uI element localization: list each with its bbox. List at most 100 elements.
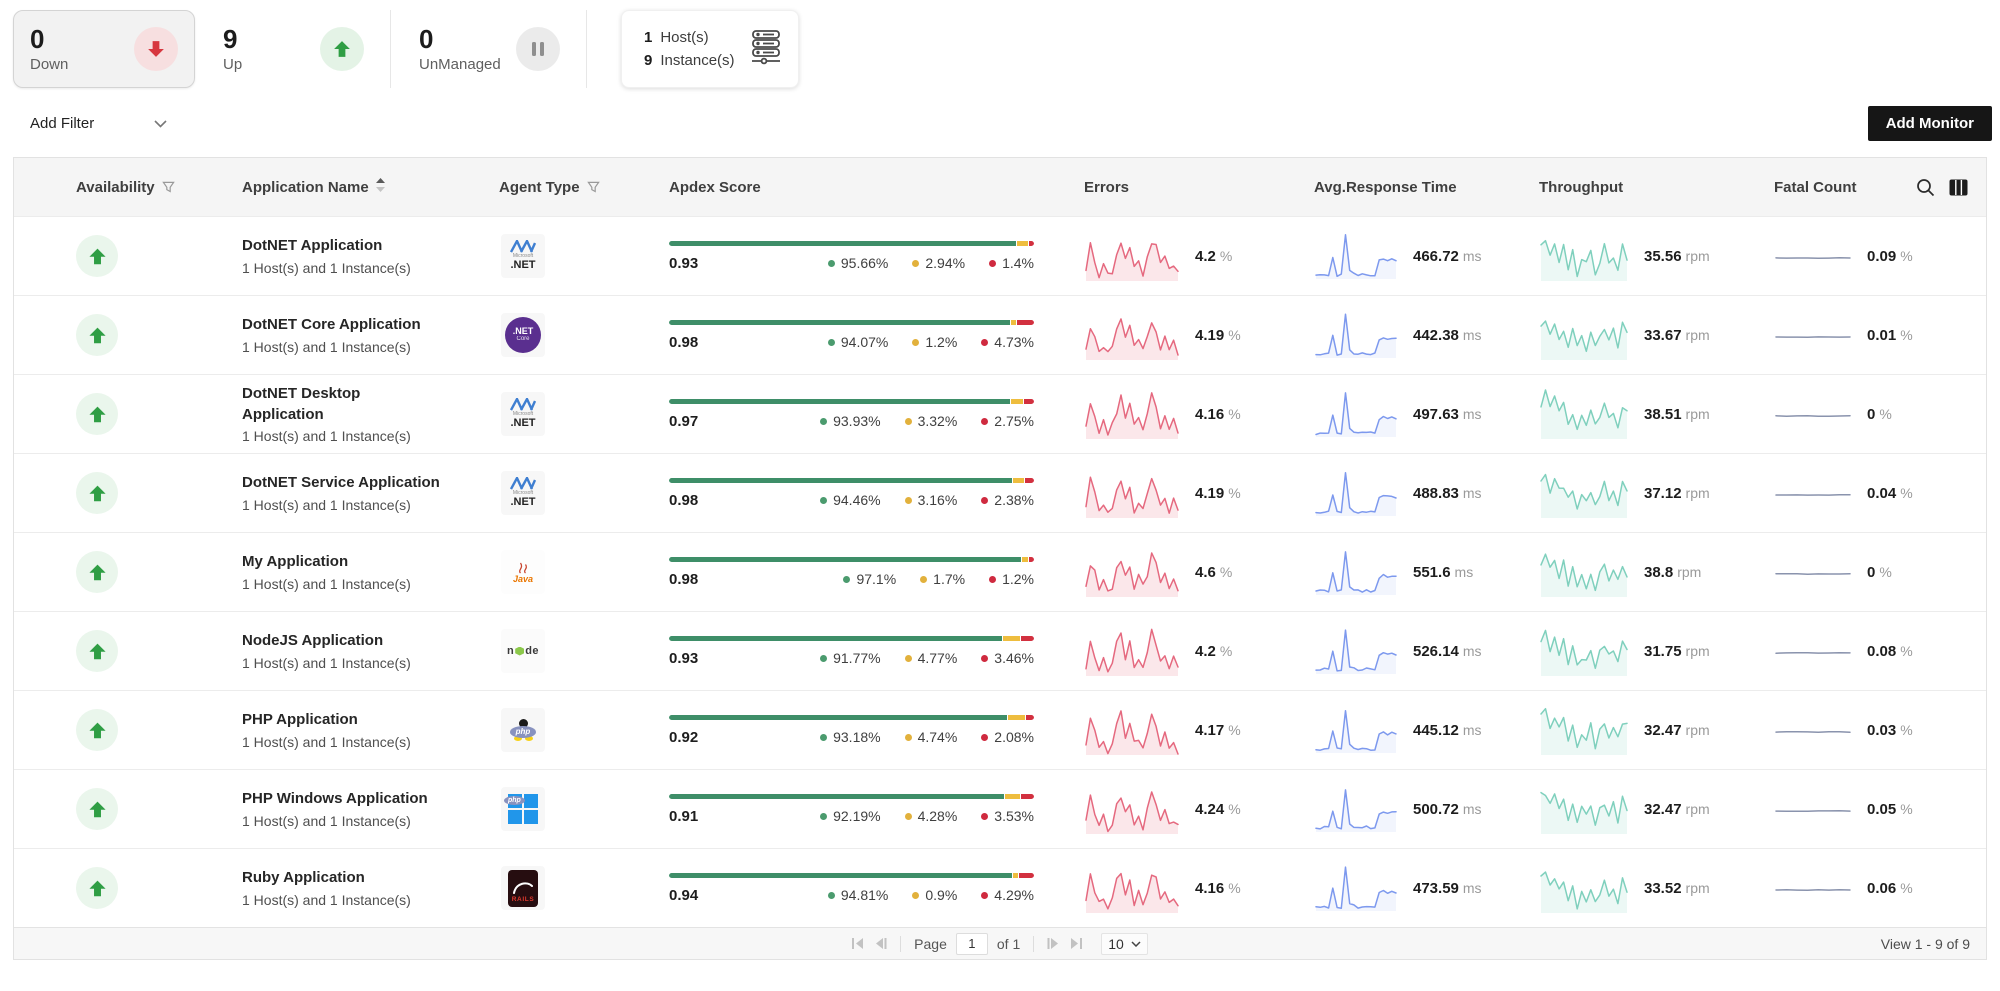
apdex-bar-poor-segment — [1021, 793, 1034, 799]
application-subtitle: 1 Host(s) and 1 Instance(s) — [242, 496, 411, 513]
response-time-value: 442.38 — [1413, 326, 1459, 344]
next-page-button[interactable] — [1047, 938, 1060, 949]
prev-page-button[interactable] — [874, 938, 887, 949]
dotnetcore-agent-icon: .NET Core — [501, 313, 545, 357]
errors-unit: % — [1228, 326, 1241, 343]
apdex-fair-value: 0.9% — [925, 887, 958, 903]
header-avg-response-time[interactable]: Avg.Response Time — [1294, 179, 1519, 196]
apdex-fair-dot — [912, 891, 920, 899]
column-settings-icon[interactable] — [1949, 179, 1968, 196]
page-input[interactable] — [955, 932, 988, 955]
response-time-sparkline — [1314, 389, 1398, 439]
throughput-sparkline — [1539, 782, 1629, 836]
response-time-sparkline — [1314, 547, 1398, 597]
application-name-link[interactable]: DotNET Core Application — [242, 316, 421, 334]
application-name-link[interactable]: PHP Windows Application — [242, 790, 428, 808]
throughput-unit: rpm — [1677, 563, 1702, 580]
unmanaged-summary-card[interactable]: 0 UnManaged — [391, 10, 587, 88]
apdex-bar-fair-segment — [1012, 477, 1025, 483]
apdex-poor-dot — [981, 891, 989, 899]
errors-sparkline — [1084, 624, 1180, 678]
application-name-link[interactable]: DotNET Application — [242, 237, 383, 255]
apdex-bar-fair-segment — [1012, 872, 1018, 878]
apdex-bar-good-segment — [669, 635, 1003, 641]
table-row[interactable]: PHP Windows Application 1 Host(s) and 1 … — [14, 769, 1986, 848]
errors-unit: % — [1228, 721, 1241, 738]
toolbar: Add Filter Add Monitor — [30, 106, 1992, 141]
hosts-summary-card[interactable]: 1 Host(s) 9 Instance(s) — [621, 10, 799, 88]
page-size-select[interactable]: 10 — [1101, 932, 1148, 955]
header-application-name[interactable]: Application Name — [229, 178, 499, 196]
throughput-unit: rpm — [1685, 721, 1710, 738]
apdex-bar-fair-segment — [1010, 398, 1024, 404]
throughput-sparkline — [1539, 624, 1629, 678]
application-name-link[interactable]: DotNET Desktop Application — [242, 385, 361, 423]
header-apdex-score[interactable]: Apdex Score — [669, 179, 1064, 196]
table-row[interactable]: PHP Application 1 Host(s) and 1 Instance… — [14, 690, 1986, 769]
apdex-poor-value: 4.73% — [994, 334, 1034, 350]
response-time-value: 500.72 — [1413, 800, 1459, 818]
rails-agent-icon: RAILS — [501, 866, 545, 910]
throughput-value: 33.52 — [1644, 879, 1682, 897]
header-fatal-count[interactable]: Fatal Count — [1754, 179, 1899, 196]
application-name-link[interactable]: NodeJS Application — [242, 632, 384, 650]
apdex-bar-fair-segment — [1010, 319, 1016, 325]
response-time-sparkline — [1314, 705, 1398, 755]
agent-type-filter-icon[interactable] — [586, 181, 600, 194]
fatal-count-value: 0.05 — [1867, 800, 1897, 818]
sort-icon[interactable] — [375, 178, 385, 196]
header-throughput-label: Throughput — [1539, 178, 1624, 196]
apdex-fair-dot — [912, 338, 920, 346]
fatal-count-value: 0.01 — [1867, 326, 1897, 344]
apdex-fair-value: 3.32% — [917, 413, 958, 429]
table-row[interactable]: Ruby Application 1 Host(s) and 1 Instanc… — [14, 848, 1986, 927]
application-name-link[interactable]: DotNET Service Application — [242, 474, 440, 492]
application-name-link[interactable]: Ruby Application — [242, 869, 365, 887]
errors-value: 4.16 — [1195, 879, 1225, 897]
fatal-count-sparkline — [1774, 404, 1852, 424]
apdex-bar-fair-segment — [1003, 635, 1021, 641]
availability-up-icon — [76, 709, 118, 751]
apdex-fair-dot — [904, 654, 912, 662]
add-filter-dropdown[interactable]: Add Filter — [30, 115, 167, 132]
table-row[interactable]: My Application 1 Host(s) and 1 Instance(… — [14, 532, 1986, 611]
header-throughput[interactable]: Throughput — [1519, 179, 1754, 196]
response-time-sparkline — [1314, 310, 1398, 360]
table-row[interactable]: DotNET Core Application 1 Host(s) and 1 … — [14, 295, 1986, 374]
add-monitor-button[interactable]: Add Monitor — [1867, 106, 1992, 141]
host-count: 1 — [644, 28, 653, 46]
table-row[interactable]: DotNET Service Application 1 Host(s) and… — [14, 453, 1986, 532]
application-name-link[interactable]: PHP Application — [242, 711, 358, 729]
apdex-good-value: 94.46% — [833, 492, 881, 508]
apdex-bar-good-segment — [669, 477, 1012, 483]
apdex-score: 0.98 — [669, 333, 699, 351]
table-row[interactable]: DotNET Desktop Application 1 Host(s) and… — [14, 374, 1986, 453]
up-summary-card[interactable]: 9 Up — [195, 10, 391, 88]
header-errors[interactable]: Errors — [1064, 179, 1294, 196]
throughput-value: 38.8 — [1644, 563, 1674, 581]
header-availability[interactable]: Availability — [14, 179, 229, 196]
table-row[interactable]: DotNET Application 1 Host(s) and 1 Insta… — [14, 216, 1986, 295]
apdex-bar-poor-segment — [1016, 319, 1034, 325]
response-time-unit: ms — [1462, 484, 1482, 501]
apdex-good-dot — [820, 496, 828, 504]
availability-filter-icon[interactable] — [161, 181, 175, 194]
errors-unit: % — [1219, 563, 1233, 580]
availability-up-icon — [76, 235, 118, 277]
apdex-good-dot — [827, 259, 835, 267]
down-summary-card[interactable]: 0 Down — [13, 10, 195, 88]
apdex-score: 0.93 — [669, 649, 699, 667]
throughput-sparkline — [1539, 229, 1629, 283]
first-page-button[interactable] — [852, 938, 865, 949]
header-agent-type[interactable]: Agent Type — [499, 179, 669, 196]
apdex-bar — [669, 635, 1034, 641]
throughput-value: 32.47 — [1644, 721, 1682, 739]
errors-value: 4.19 — [1195, 326, 1225, 344]
search-icon[interactable] — [1916, 178, 1935, 197]
application-name-link[interactable]: My Application — [242, 553, 349, 571]
table-row[interactable]: NodeJS Application 1 Host(s) and 1 Insta… — [14, 611, 1986, 690]
apdex-bar-good-segment — [669, 714, 1008, 720]
last-page-button[interactable] — [1069, 938, 1083, 949]
availability-up-icon — [76, 867, 118, 909]
errors-sparkline — [1084, 703, 1180, 757]
